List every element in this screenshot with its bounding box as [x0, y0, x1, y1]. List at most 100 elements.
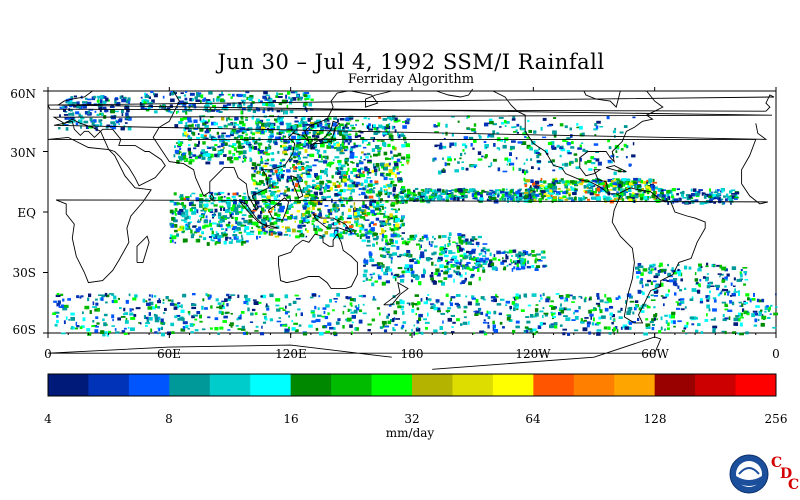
rain-cell [730, 195, 736, 199]
rain-cell [257, 189, 263, 193]
rain-cell [361, 123, 364, 126]
rain-cell [204, 224, 209, 228]
rain-cell [539, 181, 544, 183]
rain-cell [209, 211, 214, 213]
rain-cell [702, 192, 706, 195]
rain-cell [210, 196, 213, 199]
rain-cell [180, 328, 186, 332]
rain-cell [297, 155, 300, 158]
rain-cell [533, 188, 536, 191]
rain-cell [302, 121, 305, 124]
rain-cell [185, 91, 188, 93]
rain-cell [373, 205, 376, 209]
rain-cell [524, 295, 528, 298]
rain-cell [431, 241, 434, 244]
rain-cell [473, 131, 477, 133]
rain-cell [610, 155, 615, 158]
rain-cell [549, 305, 554, 307]
rain-cell [367, 161, 372, 164]
rain-cell [316, 182, 321, 185]
rain-cell [510, 195, 515, 199]
rain-cell [192, 154, 197, 157]
rain-cell [509, 308, 512, 311]
rain-cell [469, 188, 474, 193]
rain-cell [380, 262, 384, 265]
rain-cell [618, 316, 623, 319]
rain-cell [326, 189, 331, 192]
rain-cell [492, 320, 495, 325]
rain-cell [260, 295, 263, 298]
rain-cell [637, 289, 642, 294]
rain-cell [654, 267, 657, 271]
rain-cell [348, 199, 353, 202]
rain-cell [288, 179, 292, 181]
rain-cell [213, 122, 218, 126]
rain-cell [536, 154, 540, 159]
rain-cell [264, 162, 269, 165]
rain-cell [184, 106, 187, 110]
rain-cell [413, 198, 416, 202]
rain-cell [253, 169, 256, 173]
rain-cell [76, 295, 80, 299]
rain-cell [540, 187, 543, 190]
rain-cell [188, 150, 192, 155]
rain-cell [652, 263, 656, 267]
rain-cell [451, 189, 455, 192]
rain-cell [424, 191, 430, 194]
rain-cell [241, 237, 244, 241]
rain-cell [562, 191, 567, 195]
rain-cell [612, 178, 615, 180]
rain-cell [706, 299, 710, 302]
rain-cell [238, 315, 242, 318]
rain-cell [115, 101, 121, 106]
rain-cell [283, 140, 288, 144]
rain-cell [209, 191, 214, 195]
rain-cell [728, 316, 731, 320]
rain-cell [645, 183, 648, 186]
rain-cell [67, 298, 71, 301]
rain-cell [679, 300, 685, 304]
rain-cell [631, 194, 636, 197]
rain-cell [267, 138, 273, 143]
rain-cell [516, 260, 521, 264]
rain-cell [326, 144, 331, 149]
rain-cell [304, 121, 307, 124]
rain-cell [214, 242, 217, 246]
rain-cell [255, 139, 258, 142]
rain-cell [362, 280, 366, 282]
rain-cell [480, 194, 483, 198]
rain-cell [523, 162, 526, 165]
rain-cell [706, 285, 711, 289]
rain-cell [313, 227, 318, 231]
rain-cell [202, 136, 207, 140]
rain-cell [191, 204, 196, 207]
rain-cell [635, 198, 637, 203]
rain-cell [609, 182, 615, 187]
rain-cell [369, 258, 375, 262]
rain-cell [121, 98, 127, 103]
rain-cell [716, 287, 720, 291]
rain-cell [360, 131, 364, 134]
rain-cell [466, 261, 471, 264]
rain-cell [369, 203, 374, 207]
rain-cell [257, 225, 261, 229]
rain-cell [434, 125, 438, 128]
rain-cell [721, 330, 727, 333]
rain-cell [205, 137, 209, 140]
rain-cell [406, 155, 411, 159]
rain-cell [478, 134, 481, 137]
rain-cell [622, 191, 627, 196]
rain-cell [565, 294, 570, 298]
rain-cell [91, 121, 95, 126]
rain-cell [515, 325, 520, 329]
rain-cell [311, 320, 316, 323]
rain-cell [409, 264, 413, 269]
rain-cell [263, 183, 266, 186]
rain-cell [679, 289, 683, 292]
rain-cell [368, 223, 371, 228]
rain-cell [478, 253, 481, 256]
rain-cell [538, 147, 541, 150]
rain-cell [76, 325, 80, 328]
rain-cell [251, 308, 256, 312]
rain-cell [536, 184, 540, 187]
